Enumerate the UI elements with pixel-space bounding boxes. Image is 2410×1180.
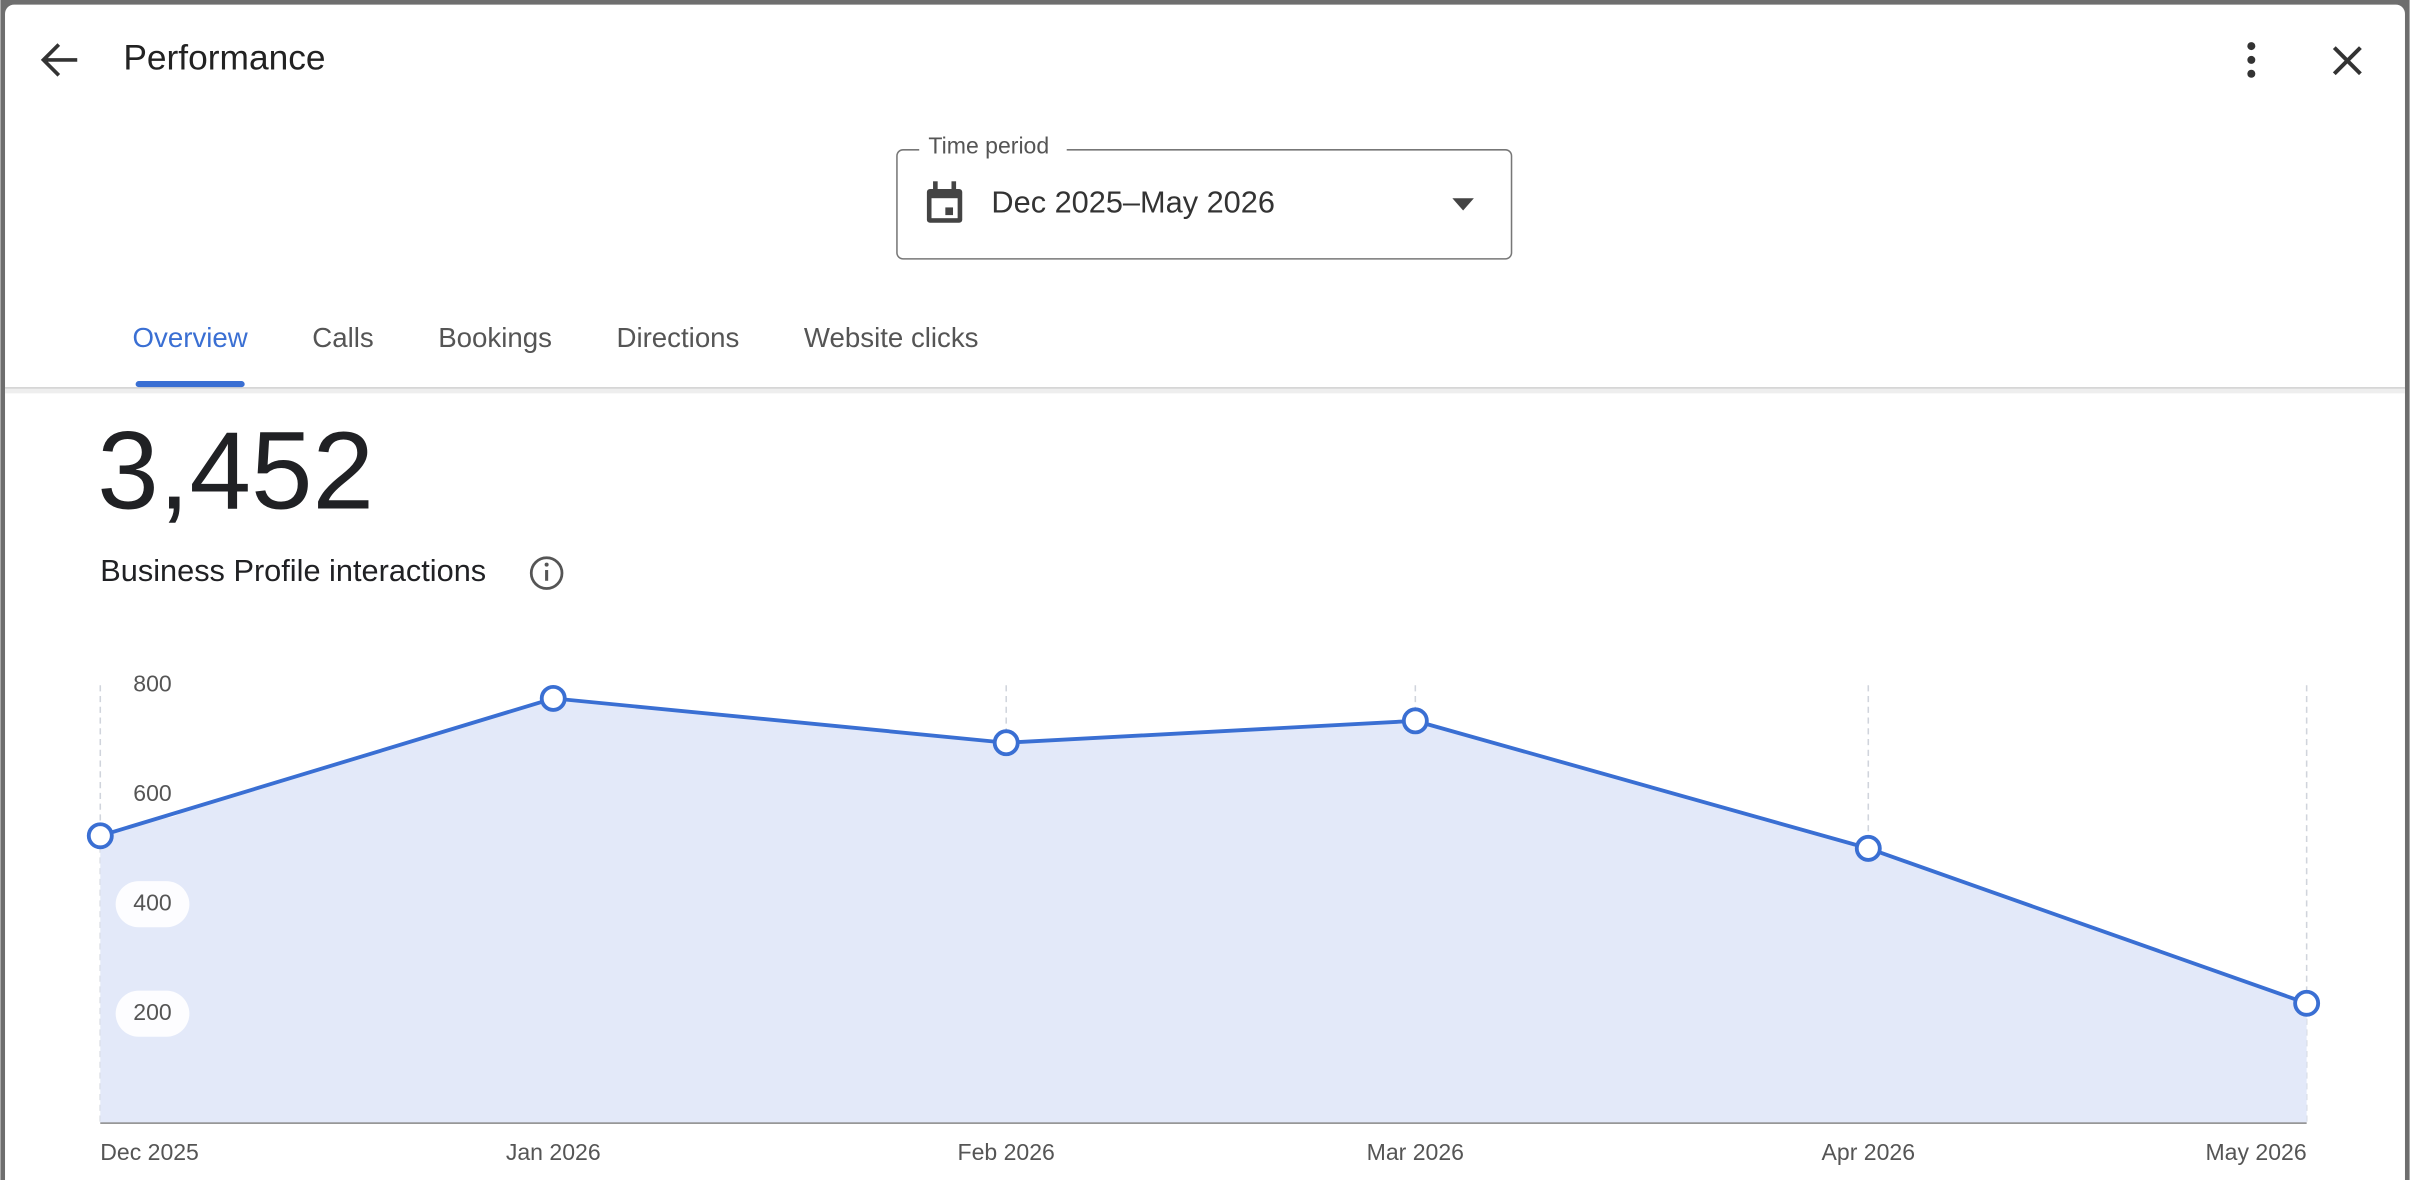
tab[interactable]: Directions — [617, 322, 740, 353]
x-tick-label: Jan 2026 — [506, 1139, 601, 1165]
tab[interactable]: Website clicks — [804, 322, 979, 353]
tab[interactable]: Overview — [133, 322, 249, 353]
y-tick-label: 400 — [133, 889, 171, 915]
x-tick-label: Dec 2025 — [100, 1139, 199, 1165]
data-point[interactable] — [1401, 707, 1429, 735]
data-point[interactable] — [86, 822, 114, 850]
tab-indicator — [135, 381, 245, 388]
tab-bar: Overview Calls Bookings Directions Website c… — [133, 322, 979, 388]
y-tick-pill — [115, 771, 190, 818]
x-tick-label: Apr 2026 — [1822, 1139, 1915, 1165]
close-button[interactable] — [2332, 46, 2362, 76]
y-tick-pill — [115, 990, 190, 1037]
data-point[interactable] — [992, 729, 1020, 757]
area — [100, 698, 2307, 1124]
y-tick-label: 600 — [133, 780, 171, 806]
line — [99, 696, 2308, 1006]
more-menu[interactable] — [2247, 42, 2256, 78]
y-tick-label: 200 — [133, 999, 171, 1025]
x-tick-label: May 2026 — [2205, 1139, 2306, 1165]
total-label: Business Profile interactions — [100, 553, 486, 588]
time-period-select[interactable]: Time period Dec 2025–May 2026 — [896, 133, 1513, 260]
field-value: Dec 2025–May 2026 — [991, 184, 1274, 219]
x-tick-label: Mar 2026 — [1367, 1139, 1464, 1165]
x-tick-label: Feb 2026 — [958, 1139, 1055, 1165]
y-tick-pill — [115, 881, 190, 928]
data-point[interactable] — [1854, 834, 1882, 862]
data-point[interactable] — [539, 684, 567, 712]
dropdown-arrow — [1452, 198, 1474, 211]
info-icon[interactable] — [529, 556, 564, 590]
tab[interactable]: Calls — [312, 322, 373, 353]
field-label: Time period — [928, 133, 1049, 159]
y-tick-pill — [115, 662, 190, 709]
header-divider — [5, 387, 2405, 389]
y-tick-label: 800 — [133, 670, 171, 696]
data-point[interactable] — [2293, 989, 2321, 1017]
back-button[interactable] — [40, 43, 78, 77]
total-value: 3,452 — [97, 410, 374, 533]
dialog-title: Performance — [123, 38, 325, 77]
calendar-icon — [926, 181, 963, 223]
chart: Dec 2025 Jan 2026 Feb 2026 Mar 2026 Apr 2026… — [86, 662, 2321, 1165]
header-shadow — [5, 388, 2405, 394]
tab[interactable]: Bookings — [438, 322, 552, 353]
